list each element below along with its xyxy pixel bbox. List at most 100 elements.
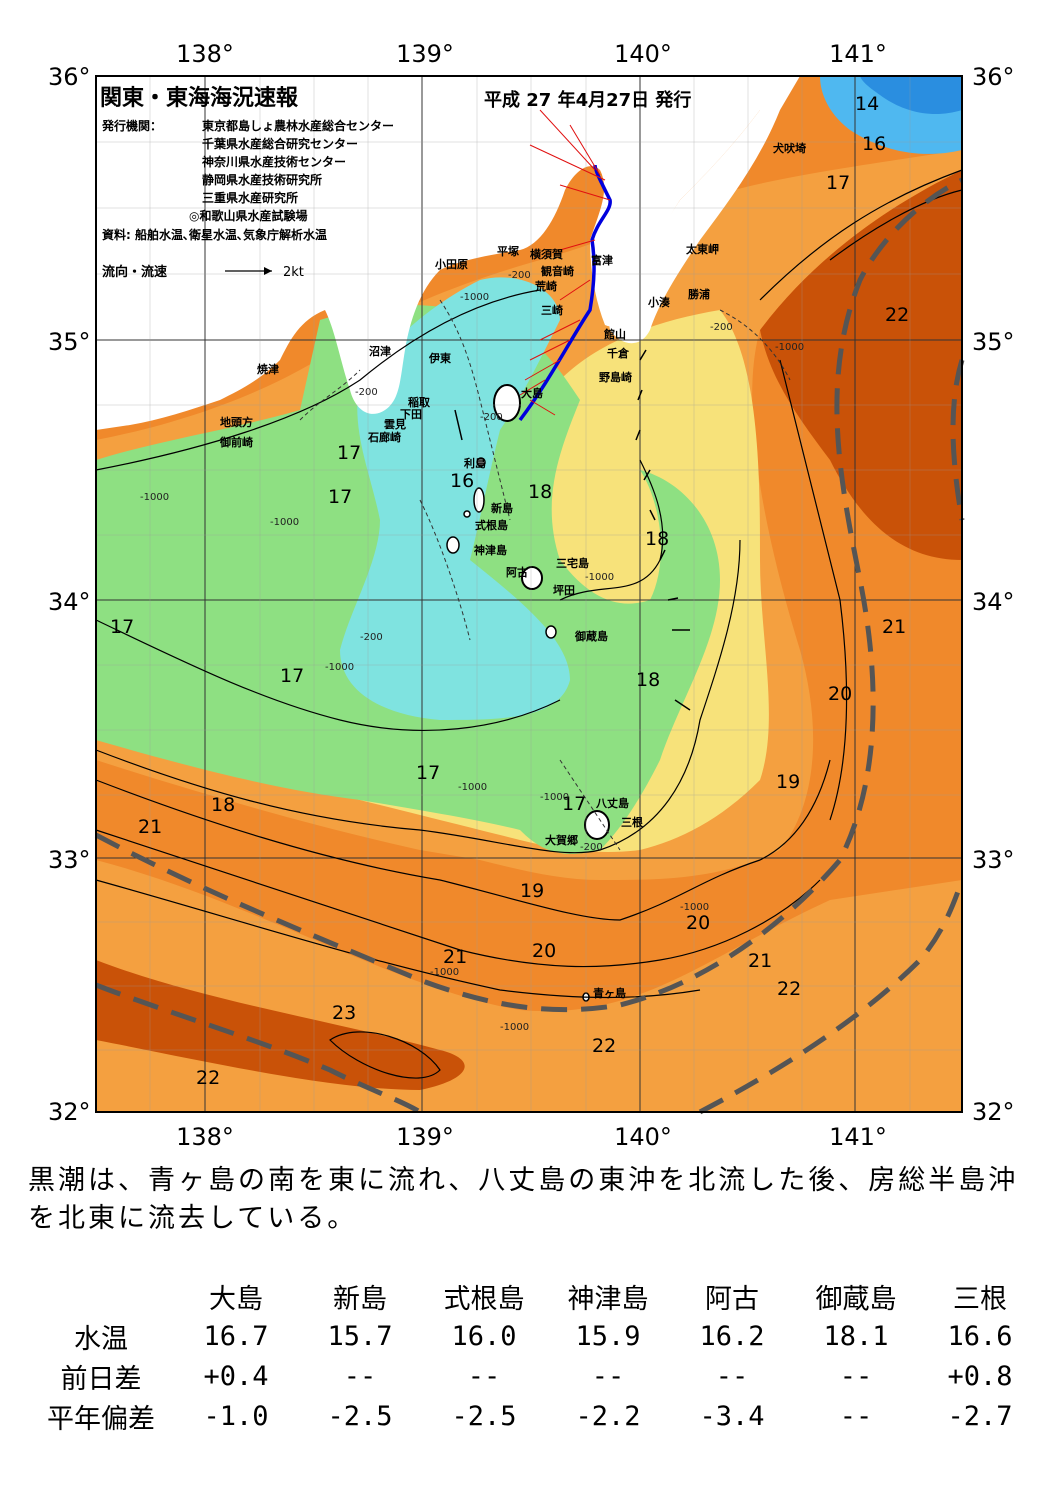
svg-text:-200: -200 <box>710 322 733 333</box>
svg-text:-1000: -1000 <box>270 517 299 528</box>
map-frame <box>95 75 963 1113</box>
svg-text:18: 18 <box>528 481 552 503</box>
svg-text:-200: -200 <box>355 387 378 398</box>
table-cell: 16.6 <box>947 1320 1013 1352</box>
table-cell: -- <box>467 1360 501 1392</box>
svg-text:三宅島: 三宅島 <box>556 556 589 570</box>
svg-text:-200: -200 <box>360 632 383 643</box>
svg-text:富津: 富津 <box>591 253 613 267</box>
svg-text:35°: 35° <box>972 328 1015 356</box>
svg-text:20: 20 <box>828 683 852 705</box>
column-header: 神津島 <box>567 1283 649 1315</box>
map-title: 関東・東海海況速報 <box>100 85 299 111</box>
svg-text:-1000: -1000 <box>540 792 569 803</box>
column-header: 新島 <box>333 1283 387 1315</box>
svg-text:139°: 139° <box>396 40 454 68</box>
svg-text:23: 23 <box>332 1002 356 1024</box>
svg-text:14: 14 <box>855 93 879 115</box>
svg-text:新島: 新島 <box>491 501 513 515</box>
table-cell: -2.7 <box>947 1400 1013 1432</box>
svg-text:19: 19 <box>776 771 800 793</box>
svg-text:33°: 33° <box>48 846 91 874</box>
latitude-labels: 36° 35° 34° 33° 32° 36° 35° 34° 33° 32° <box>48 63 1015 1126</box>
island-shikinejima <box>463 510 471 518</box>
table-header-row: 大島 新島 式根島 神津島 阿古 御蔵島 三根 <box>28 1276 1042 1316</box>
table-row: 前日差 +0.4 -- -- -- -- -- +0.8 <box>28 1356 1042 1396</box>
longitude-labels: 138° 139° 140° 141° 138° 139° 140° 141° <box>176 40 887 1150</box>
lat-lon-grid <box>96 76 962 1112</box>
svg-text:沼津: 沼津 <box>369 344 391 358</box>
svg-text:小田原: 小田原 <box>434 257 468 271</box>
column-header: 三根 <box>953 1283 1007 1315</box>
svg-text:32°: 32° <box>972 1098 1015 1126</box>
svg-text:18: 18 <box>636 669 660 691</box>
svg-text:神津島: 神津島 <box>474 543 507 557</box>
svg-text:下田: 下田 <box>400 408 422 421</box>
table-row: 水温 16.7 15.7 16.0 15.9 16.2 18.1 16.6 <box>28 1316 1042 1356</box>
svg-text:太東岬: 太東岬 <box>685 242 719 256</box>
island-oshima <box>493 384 521 422</box>
table-cell: 16.0 <box>451 1320 517 1352</box>
data-source: 資料: 船舶水温､衛星水温､気象庁解析水温 <box>102 227 327 242</box>
issuer: ◎和歌山県水産試験場 <box>189 208 307 223</box>
svg-text:17: 17 <box>416 762 440 784</box>
table-cell: +0.8 <box>947 1360 1013 1392</box>
svg-text:21: 21 <box>138 816 162 838</box>
svg-text:-1000: -1000 <box>140 492 169 503</box>
svg-text:17: 17 <box>328 486 352 508</box>
column-header: 式根島 <box>443 1283 525 1315</box>
svg-text:19: 19 <box>520 880 544 902</box>
svg-text:17: 17 <box>337 442 361 464</box>
column-header: 大島 <box>209 1283 263 1315</box>
svg-text:大島: 大島 <box>521 386 543 400</box>
current-vectors-red <box>519 109 611 416</box>
svg-text:36°: 36° <box>48 63 91 91</box>
issuer: 静岡県水産技術研究所 <box>202 172 322 187</box>
svg-text:横須賀: 横須賀 <box>530 247 563 261</box>
island-niijima <box>473 487 485 513</box>
svg-text:-1000: -1000 <box>325 662 354 673</box>
table-cell: -- <box>343 1360 377 1392</box>
table-cell: -1.0 <box>203 1400 269 1432</box>
issuer: 三重県水産研究所 <box>202 190 298 205</box>
svg-text:22: 22 <box>885 304 909 326</box>
table-cell: 15.7 <box>327 1320 393 1352</box>
legend-unit: 2kt <box>283 265 304 280</box>
kuroshio-summary: 黒潮は、青ヶ島の南を東に流れ、八丈島の東沖を北流した後、房総半島沖を北東に流去し… <box>28 1165 1019 1234</box>
table-cell: -- <box>715 1360 749 1392</box>
island-kozushima <box>446 536 460 554</box>
svg-text:荒崎: 荒崎 <box>534 279 557 293</box>
svg-text:館山: 館山 <box>603 327 626 341</box>
isotherm-lines <box>95 169 963 1079</box>
svg-text:式根島: 式根島 <box>475 518 508 532</box>
svg-text:千倉: 千倉 <box>607 346 630 360</box>
hot-water-zone-east <box>760 170 962 560</box>
ship-track <box>518 164 612 422</box>
svg-text:-200: -200 <box>508 270 531 281</box>
svg-text:-1000: -1000 <box>460 292 489 303</box>
svg-text:36°: 36° <box>972 63 1015 91</box>
depth-contours <box>299 299 791 851</box>
island-hachijojima <box>584 810 610 840</box>
row-label: 平年偏差 <box>47 1403 155 1435</box>
land-boso <box>590 76 800 344</box>
issuer: 千葉県水産総合研究センター <box>202 136 358 151</box>
table-cell: -2.2 <box>575 1400 641 1432</box>
svg-text:138°: 138° <box>176 40 234 68</box>
svg-text:22: 22 <box>592 1035 616 1057</box>
table-cell: -- <box>839 1360 873 1392</box>
svg-text:雲見: 雲見 <box>384 418 406 431</box>
svg-text:利島: 利島 <box>464 456 486 470</box>
svg-text:35°: 35° <box>48 328 91 356</box>
svg-text:139°: 139° <box>396 1123 454 1150</box>
svg-text:16: 16 <box>450 470 474 492</box>
svg-text:御蔵島: 御蔵島 <box>574 629 608 643</box>
kuroshio-axis <box>94 177 965 1115</box>
sea-temperature-map: 関東・東海海況速報 平成 27 年4月27日 発行 発行機関： 東京都島しょ農林… <box>48 40 1015 1150</box>
svg-text:大賀郷: 大賀郷 <box>545 833 578 847</box>
place-names: 犬吠埼 太東岬 勝浦 小湊 館山 千倉 野島崎 富津 横須賀 観音崎 荒崎 三崎… <box>219 141 806 1000</box>
svg-text:-1000: -1000 <box>585 572 614 583</box>
svg-text:阿古: 阿古 <box>506 565 528 579</box>
isotherm-labels: 14 16 17 22 17 17 16 18 18 17 21 17 18 2… <box>110 93 909 1089</box>
svg-text:八丈島: 八丈島 <box>595 796 629 810</box>
